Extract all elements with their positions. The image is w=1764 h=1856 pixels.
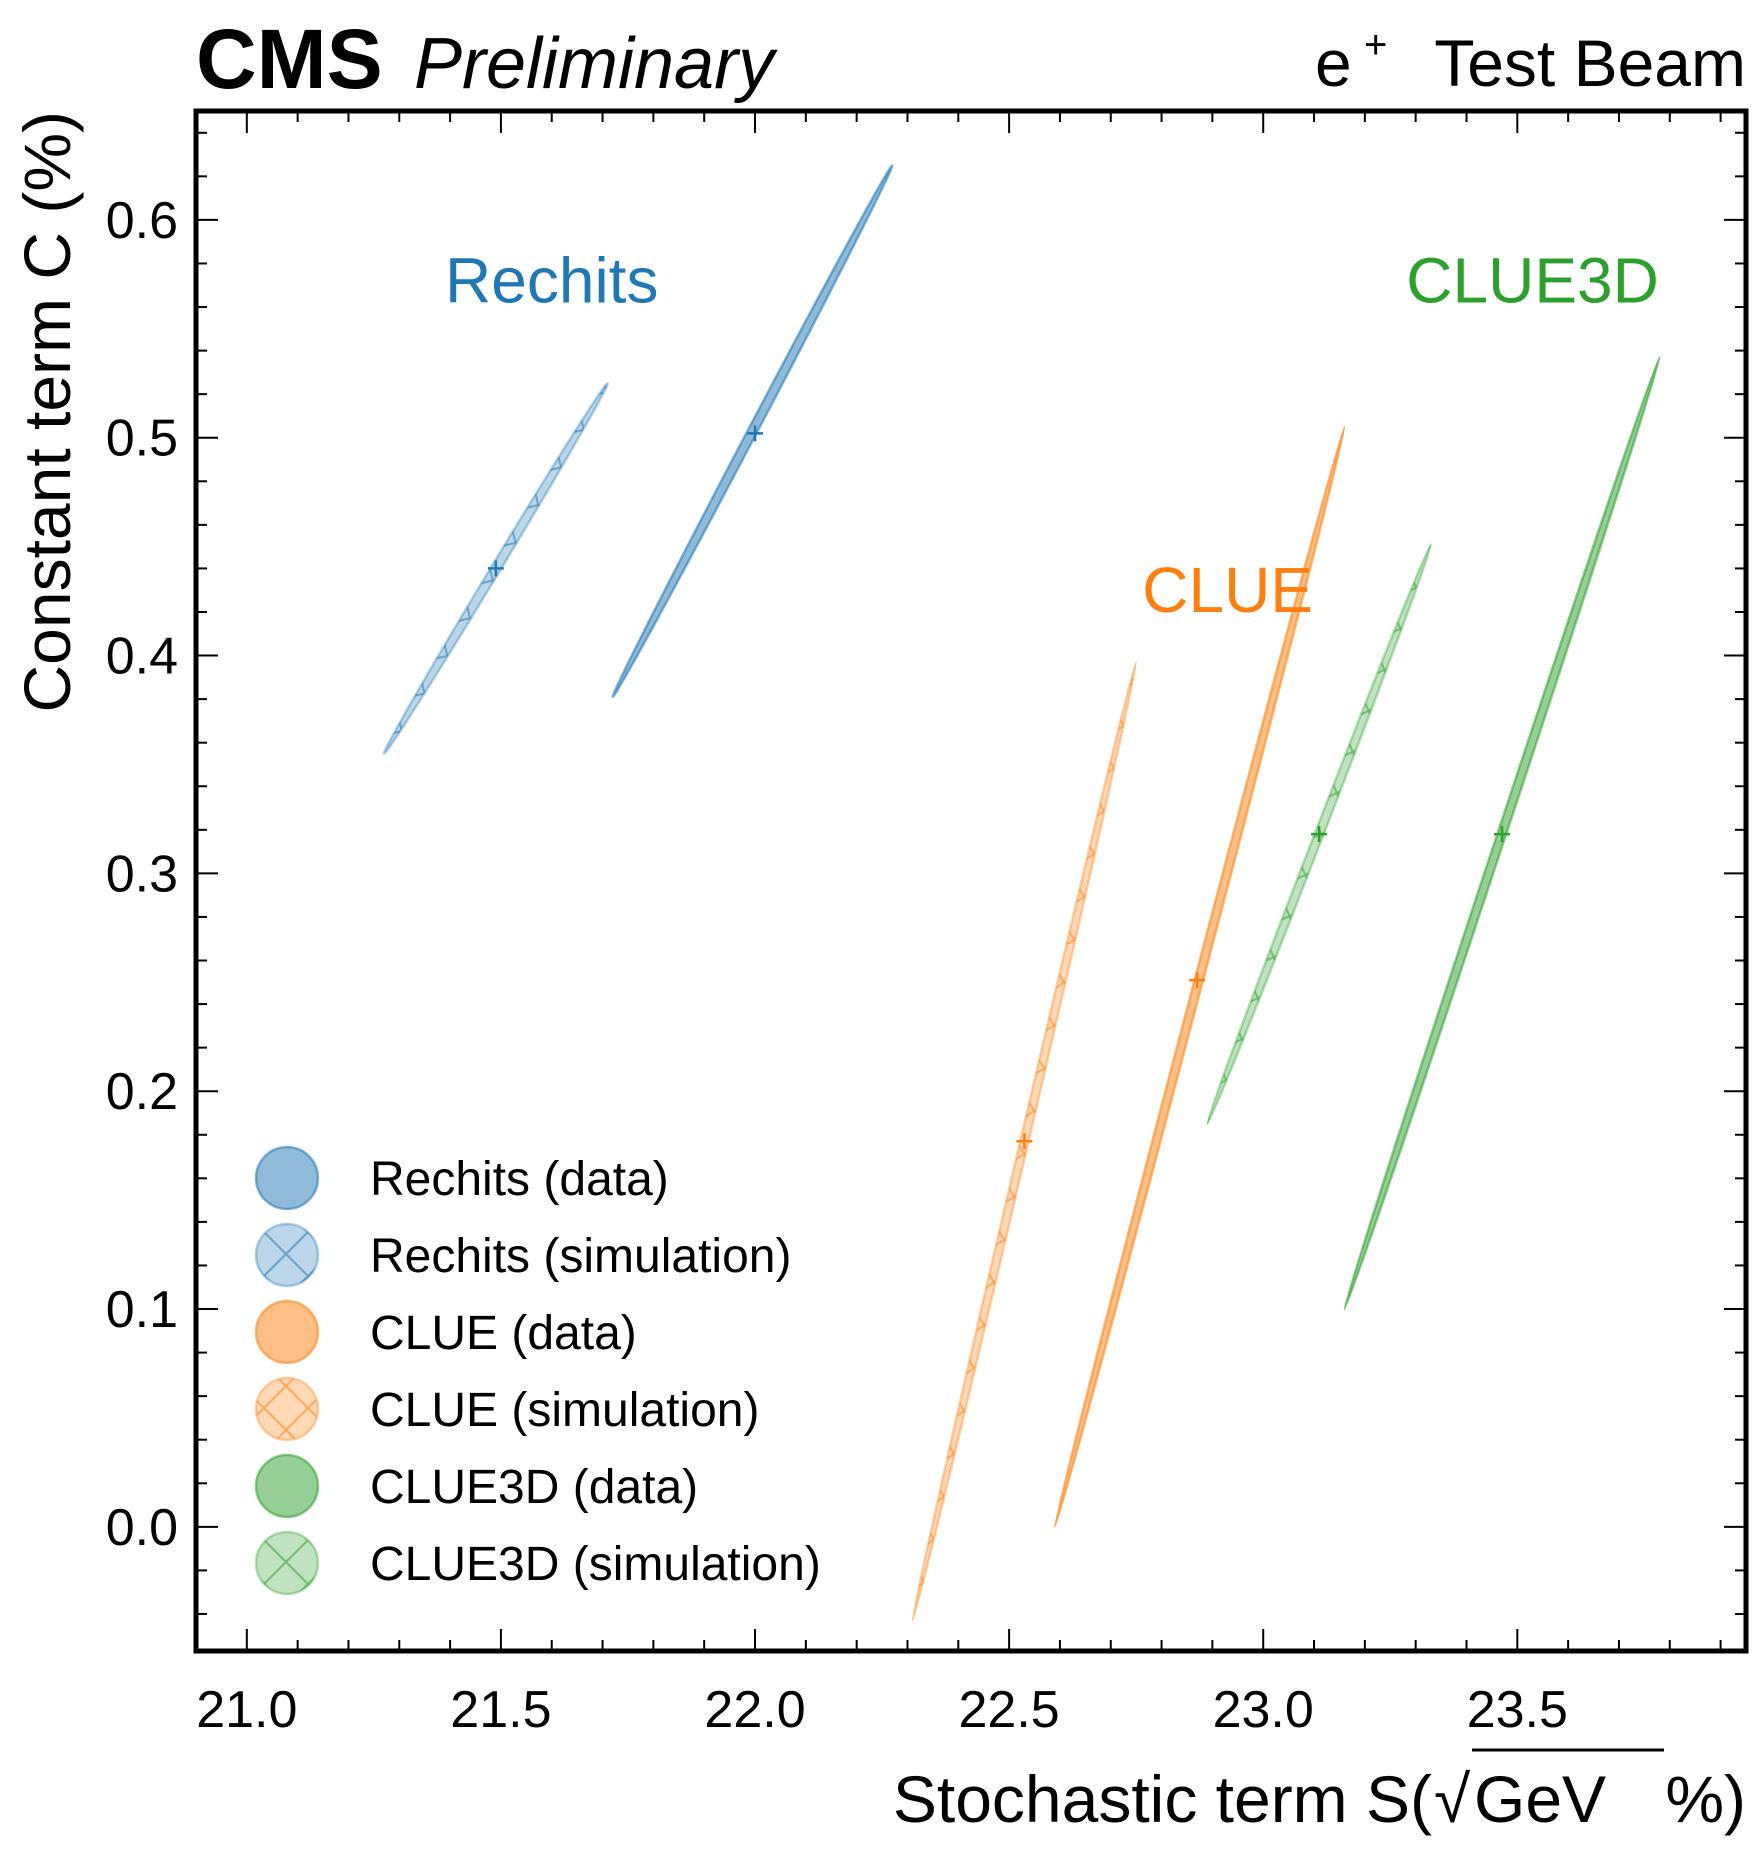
legend-label: CLUE3D (data): [370, 1461, 698, 1514]
status-label: Preliminary: [414, 24, 778, 104]
x-axis-title: Stochastic term S( √ GeV %): [893, 1748, 1746, 1836]
center-marker-rechits-simulation: [487, 560, 504, 577]
legend-label: Rechits (data): [370, 1153, 669, 1206]
beam-particle: e: [1315, 26, 1352, 100]
plot-frame: [193, 108, 1749, 1654]
legend-entry-clue3d-simulation: CLUE3D (simulation): [254, 1530, 821, 1596]
y-tick-label: 0.4: [106, 628, 178, 686]
ellipse-fill: [612, 165, 893, 697]
legend-label: Rechits (simulation): [370, 1230, 791, 1283]
y-tick-label: 0.1: [106, 1281, 178, 1339]
center-marker-clue3d-simulation: [1311, 826, 1328, 843]
sqrt-symbol: √: [1434, 1762, 1471, 1836]
legend-swatch: [254, 1453, 320, 1519]
center-marker-clue3d-data: [1494, 826, 1511, 843]
legend-swatch-hatch: [256, 1532, 318, 1594]
legend: Rechits (data) Rechits (simulation) CLUE (…: [254, 1145, 821, 1596]
group-label-clue3d: CLUE3D: [1406, 245, 1659, 317]
legend-swatch: [254, 1299, 320, 1365]
legend-label: CLUE (simulation): [370, 1384, 759, 1437]
ellipse-clue-data: [1053, 425, 1346, 1529]
y-tick-label: 0.2: [106, 1063, 178, 1121]
ellipse-outline: [1205, 543, 1433, 1126]
beam-charge: +: [1364, 23, 1387, 67]
y-tick-label: 0.6: [106, 192, 178, 250]
beam-label: e + Test Beam: [1315, 23, 1746, 100]
x-tick-label: 23.5: [1467, 1681, 1568, 1739]
group-label-layer: Rechits CLUE CLUE3D: [445, 245, 1659, 626]
x-tick-label: 22.0: [704, 1681, 805, 1739]
legend-entry-clue-simulation: CLUE (simulation): [254, 1376, 759, 1442]
x-axis-title-sqrt: GeV: [1474, 1762, 1606, 1836]
legend-entry-rechits-simulation: Rechits (simulation): [254, 1222, 791, 1288]
legend-label: CLUE3D (simulation): [370, 1538, 821, 1591]
x-axis-title-start: Stochastic term S(: [893, 1762, 1432, 1836]
experiment-label: CMS: [196, 12, 383, 106]
x-tick-label: 21.0: [196, 1681, 297, 1739]
legend-label: CLUE (data): [370, 1307, 637, 1360]
y-tick-label: 0.3: [106, 845, 178, 903]
x-tick-label: 23.0: [1213, 1681, 1314, 1739]
legend-entry-clue-data: CLUE (data): [254, 1299, 637, 1365]
legend-swatch-hatch: [256, 1378, 318, 1440]
legend-entry-clue3d-data: CLUE3D (data): [254, 1453, 698, 1519]
center-marker-clue-simulation: [1016, 1133, 1033, 1150]
center-marker-clue-data: [1189, 972, 1206, 989]
x-tick-label: 22.5: [959, 1681, 1060, 1739]
y-tick-label: 0.5: [106, 410, 178, 468]
x-tick-label: 21.5: [450, 1681, 551, 1739]
legend-swatch: [254, 1145, 320, 1211]
ellipse-outline: [382, 382, 609, 755]
ellipse-outline: [1053, 425, 1346, 1529]
y-tick-label: 0.0: [106, 1499, 178, 1557]
beam-suffix: Test Beam: [1434, 26, 1746, 100]
y-axis-title: Constant term C (%): [10, 111, 84, 712]
tick-layer: 21.0 21.5 22.0 22.5 23.0 23.5 0.0 0.1 0.2 0.3 0.4 0…: [106, 111, 1746, 1739]
center-marker-layer: [487, 425, 1511, 1150]
center-marker-rechits-data: [747, 425, 764, 442]
x-axis-title-end: %): [1665, 1762, 1746, 1836]
legend-entry-rechits-data: Rechits (data): [254, 1145, 669, 1211]
group-label-clue: CLUE: [1142, 554, 1313, 626]
ellipse-fill: [1054, 426, 1345, 1527]
legend-swatch-hatch: [256, 1224, 318, 1286]
group-label-rechits: Rechits: [445, 245, 658, 317]
